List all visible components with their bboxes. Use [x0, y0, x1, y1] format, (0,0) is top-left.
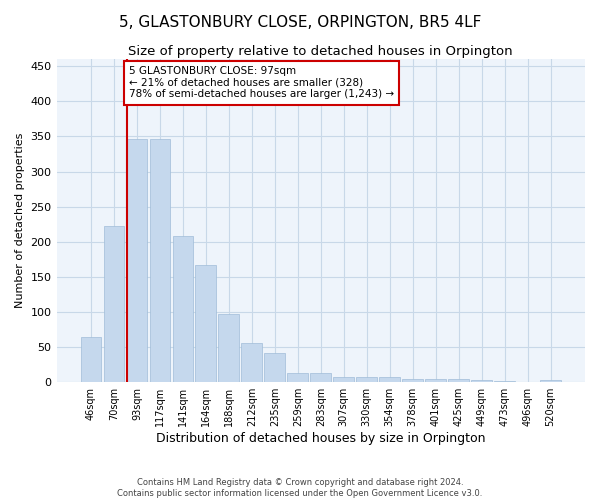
- Bar: [425, 380, 446, 382]
- Bar: [403, 378, 423, 382]
- Title: Size of property relative to detached houses in Orpington: Size of property relative to detached ho…: [128, 45, 513, 58]
- Y-axis label: Number of detached properties: Number of detached properties: [15, 133, 25, 308]
- X-axis label: Distribution of detached houses by size in Orpington: Distribution of detached houses by size …: [156, 432, 485, 445]
- Bar: [494, 381, 515, 382]
- Bar: [149, 138, 170, 382]
- Bar: [196, 265, 216, 382]
- Bar: [173, 236, 193, 382]
- Bar: [334, 378, 354, 382]
- Bar: [310, 373, 331, 382]
- Bar: [80, 336, 101, 382]
- Bar: [472, 380, 492, 382]
- Bar: [104, 226, 124, 382]
- Bar: [287, 373, 308, 382]
- Text: 5 GLASTONBURY CLOSE: 97sqm
← 21% of detached houses are smaller (328)
78% of sem: 5 GLASTONBURY CLOSE: 97sqm ← 21% of deta…: [129, 66, 394, 100]
- Text: 5, GLASTONBURY CLOSE, ORPINGTON, BR5 4LF: 5, GLASTONBURY CLOSE, ORPINGTON, BR5 4LF: [119, 15, 481, 30]
- Bar: [127, 138, 147, 382]
- Bar: [356, 376, 377, 382]
- Bar: [540, 380, 561, 382]
- Bar: [265, 352, 285, 382]
- Bar: [379, 378, 400, 382]
- Bar: [448, 380, 469, 382]
- Bar: [241, 343, 262, 382]
- Bar: [218, 314, 239, 382]
- Text: Contains HM Land Registry data © Crown copyright and database right 2024.
Contai: Contains HM Land Registry data © Crown c…: [118, 478, 482, 498]
